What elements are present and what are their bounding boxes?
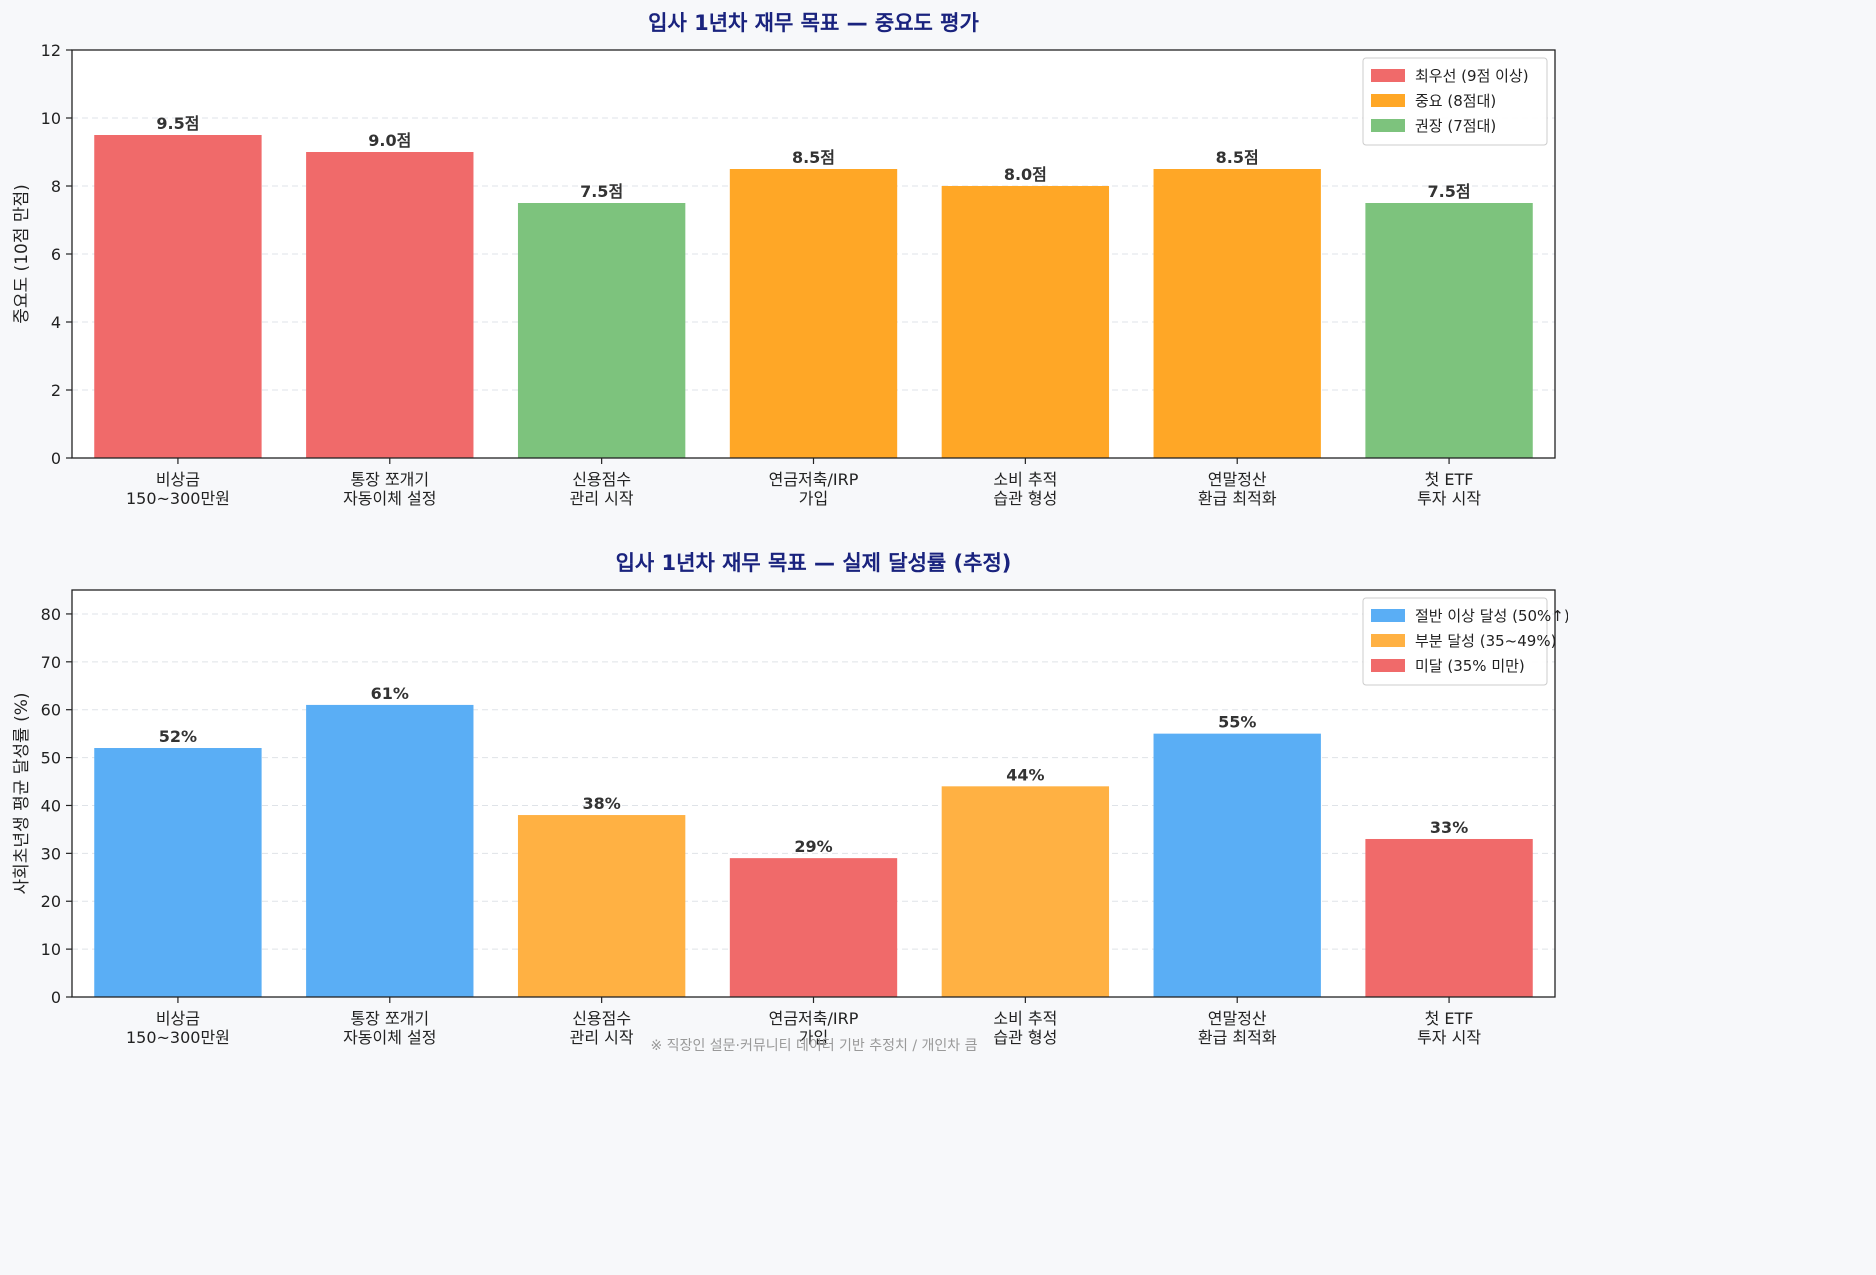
- x-tick-label: 습관 형성: [993, 489, 1057, 508]
- data-label: 33%: [1430, 818, 1468, 837]
- bar: [306, 704, 474, 997]
- bar: [1365, 838, 1533, 997]
- data-label: 9.0점: [368, 131, 411, 150]
- data-label: 44%: [1006, 765, 1044, 784]
- y-tick-label: 70: [41, 653, 61, 672]
- data-label: 55%: [1218, 713, 1256, 732]
- data-label: 38%: [582, 794, 620, 813]
- x-tick-label: 자동이체 설정: [343, 1028, 436, 1047]
- x-tick-label: 연금저축/IRP: [769, 1009, 859, 1028]
- legend-label: 최우선 (9점 이상): [1415, 67, 1529, 85]
- x-tick-label: 첫 ETF: [1425, 1009, 1474, 1028]
- data-label: 8.5점: [1216, 148, 1259, 167]
- data-label: 7.5점: [1428, 182, 1471, 201]
- chart-figure: 0 2 4 6 8 10 12 9.5점 비상금 150~300만원 9.0점 통장 쪼개기 자동이체 …: [12, 11, 1570, 1054]
- x-tick-label: 연말정산: [1208, 1009, 1267, 1028]
- x-tick-label: 습관 형성: [993, 1028, 1057, 1047]
- x-tick-label: 연말정산: [1208, 470, 1267, 489]
- footnote: ※ 직장인 설문·커뮤니티 데이터 기반 추정치 / 개인차 큼: [651, 1038, 978, 1054]
- axes-frame: [71, 49, 1556, 459]
- legend-swatch: [1371, 94, 1405, 107]
- chart-title: 입사 1년차 재무 목표 — 중요도 평가: [648, 11, 979, 35]
- x-tick-label: 자동이체 설정: [343, 489, 436, 508]
- y-tick-label: 10: [41, 109, 61, 128]
- x-tick-label: 투자 시작: [1417, 1028, 1481, 1047]
- legend-swatch: [1371, 119, 1405, 132]
- legend-swatch: [1371, 634, 1405, 647]
- bar: [1153, 733, 1321, 997]
- data-label: 52%: [159, 727, 197, 746]
- legend: 절반 이상 달성 (50%↑) 부분 달성 (35~49%) 미달 (35% 미만): [1362, 597, 1570, 686]
- data-label: 8.0점: [1004, 165, 1047, 184]
- bar: [306, 152, 474, 458]
- y-tick-label: 0: [51, 988, 61, 1007]
- y-tick-label: 50: [41, 749, 61, 768]
- x-tick-label: 소비 추적: [993, 470, 1057, 489]
- x-tick-label: 신용점수: [572, 1009, 631, 1028]
- bar: [517, 203, 686, 458]
- x-tick-label: 연금저축/IRP: [769, 470, 859, 489]
- y-tick-label: 40: [41, 796, 61, 815]
- y-tick-label: 2: [51, 381, 61, 400]
- x-tick-label: 가입: [799, 1028, 828, 1047]
- axes-frame: [71, 589, 1556, 998]
- x-tick-label: 환급 최적화: [1198, 1028, 1277, 1047]
- legend-box: [1362, 597, 1548, 686]
- x-tick-label: 가입: [799, 489, 828, 508]
- legend-swatch: [1371, 69, 1405, 82]
- legend: 최우선 (9점 이상) 중요 (8점대) 권장 (7점대): [1362, 57, 1548, 146]
- data-label: 61%: [371, 684, 409, 703]
- y-axis-label: 중요도 (10점 만점): [12, 184, 32, 324]
- x-tick-label: 소비 추적: [993, 1009, 1057, 1028]
- legend-label: 중요 (8점대): [1415, 92, 1496, 110]
- x-tick-label: 환급 최적화: [1198, 489, 1277, 508]
- x-tick-label: 신용점수: [572, 470, 631, 489]
- bar: [94, 748, 262, 997]
- bar: [517, 815, 686, 997]
- y-tick-label: 10: [41, 940, 61, 959]
- bar: [941, 786, 1110, 997]
- x-tick-label: 통장 쪼개기: [350, 470, 429, 489]
- legend-label: 미달 (35% 미만): [1415, 657, 1525, 675]
- bar: [941, 186, 1110, 458]
- legend-label: 절반 이상 달성 (50%↑): [1415, 607, 1568, 625]
- y-tick-label: 20: [41, 892, 61, 911]
- x-tick-label: 150~300만원: [126, 489, 230, 508]
- y-tick-label: 60: [41, 701, 61, 720]
- x-tick-label: 통장 쪼개기: [350, 1009, 429, 1028]
- bar: [729, 858, 898, 997]
- y-tick-label: 30: [41, 844, 61, 863]
- y-tick-label: 12: [41, 41, 61, 60]
- y-tick-label: 80: [41, 605, 61, 624]
- x-tick-label: 관리 시작: [570, 489, 634, 508]
- legend-swatch: [1371, 609, 1405, 622]
- bar: [94, 135, 262, 458]
- x-tick-label: 비상금: [156, 470, 200, 489]
- y-tick-label: 6: [51, 245, 61, 264]
- x-tick-label: 첫 ETF: [1425, 470, 1474, 489]
- y-tick-label: 4: [51, 313, 61, 332]
- x-tick-label: 150~300만원: [126, 1028, 230, 1047]
- bar: [729, 169, 898, 458]
- x-tick-label: 투자 시작: [1417, 489, 1481, 508]
- data-label: 8.5점: [792, 148, 835, 167]
- y-tick-label: 0: [51, 449, 61, 468]
- bar: [1153, 169, 1321, 458]
- x-tick-label: 비상금: [156, 1009, 200, 1028]
- data-label: 29%: [794, 837, 832, 856]
- y-axis-label: 사회초년생 평균 달성률 (%): [12, 692, 32, 894]
- bar: [1365, 203, 1533, 458]
- chart-title: 입사 1년차 재무 목표 — 실제 달성률 (추정): [616, 551, 1012, 575]
- legend-box: [1362, 57, 1548, 146]
- data-label: 7.5점: [580, 182, 623, 201]
- legend-swatch: [1371, 659, 1405, 672]
- legend-label: 권장 (7점대): [1415, 117, 1496, 135]
- legend-label: 부분 달성 (35~49%): [1415, 632, 1556, 650]
- x-tick-label: 관리 시작: [570, 1028, 634, 1047]
- y-tick-label: 8: [51, 177, 61, 196]
- data-label: 9.5점: [156, 114, 199, 133]
